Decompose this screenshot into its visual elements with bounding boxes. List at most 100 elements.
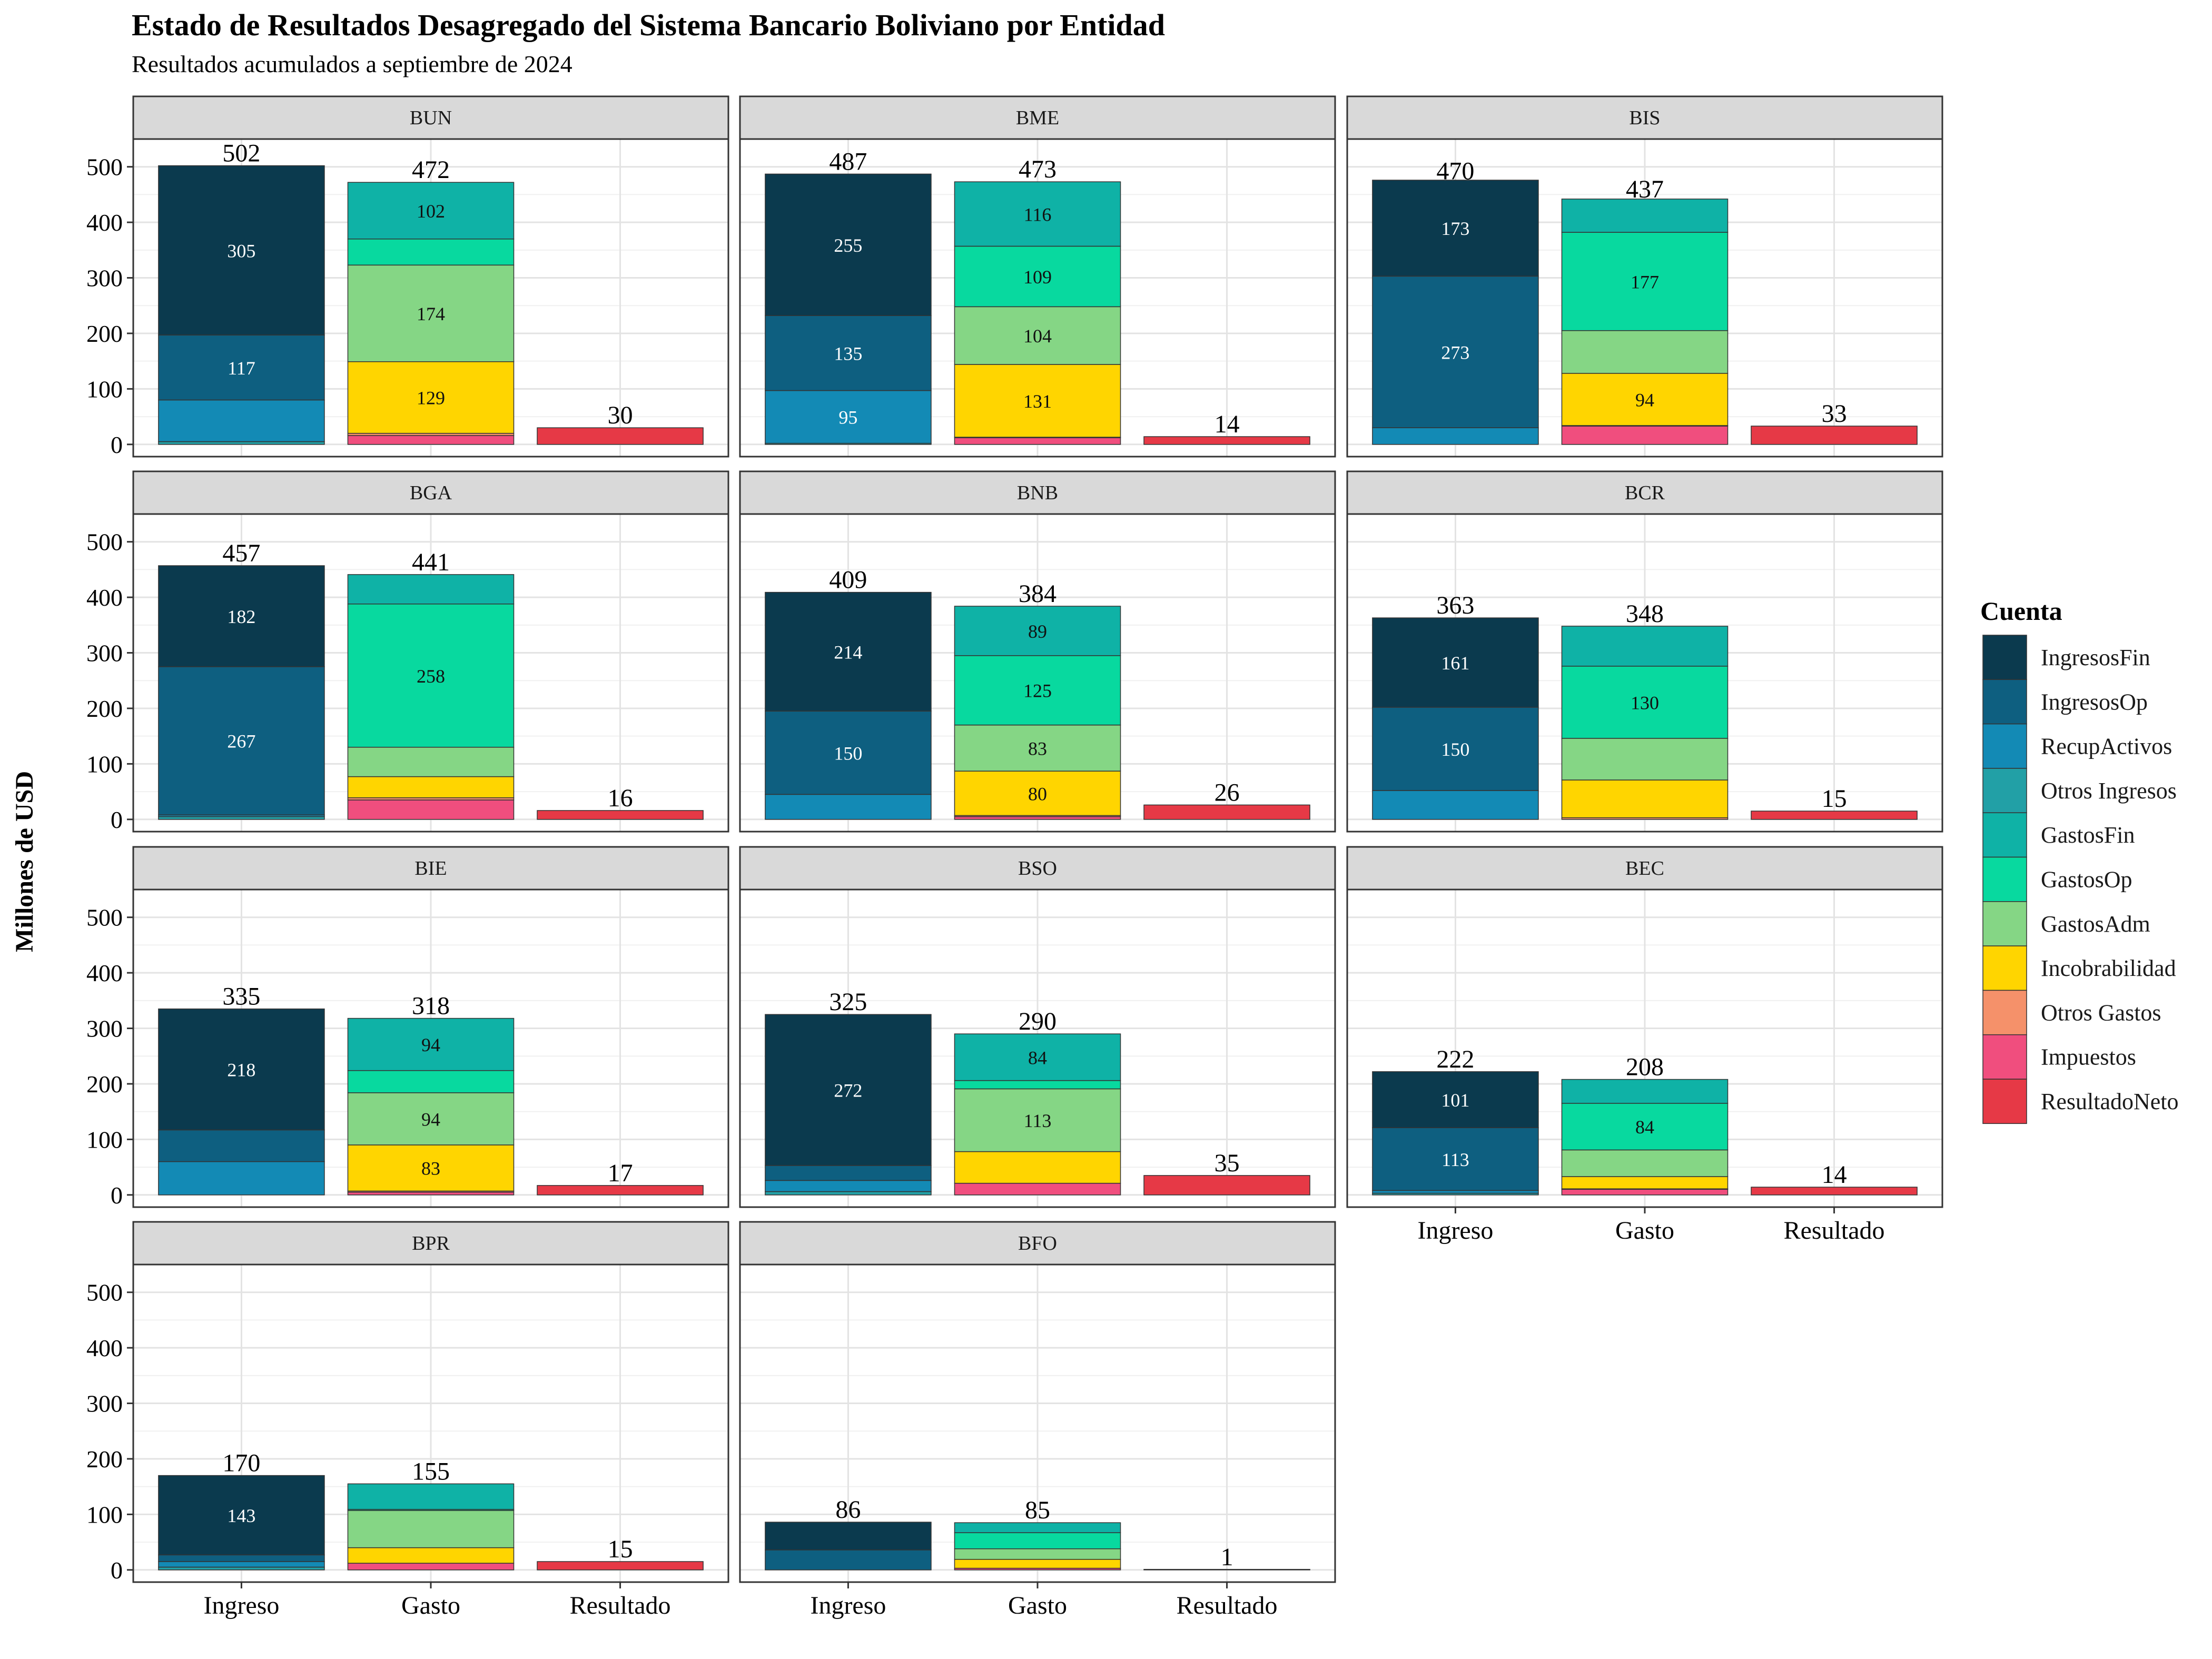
segment-value-label: 83: [1028, 738, 1047, 759]
gasto-bar-segment-gastosadm: [347, 1092, 515, 1146]
legend-key-gastosadm: [1982, 901, 2027, 946]
legend-label: RecupActivos: [2041, 734, 2172, 759]
ingreso-bar-segment-ingresosfin: [1372, 1071, 1539, 1129]
ingreso-bar-segment-recupactivos: [765, 1180, 932, 1192]
bar-total-label: 170: [222, 1449, 260, 1477]
segment-value-label: 267: [227, 731, 255, 752]
bar-total-label: 409: [829, 566, 867, 594]
y-tick-label: 200: [86, 1071, 123, 1098]
ingreso-bar-segment-recupactivos: [158, 399, 325, 442]
y-tick-label: 500: [86, 529, 123, 556]
y-tick-label: 500: [86, 1279, 123, 1306]
legend-label: GastosFin: [2041, 822, 2135, 848]
bar-total-label: 470: [1436, 157, 1474, 185]
resultado-bar: [1143, 1175, 1310, 1196]
ingreso-bar-segment-ingresosop: [158, 1554, 325, 1562]
ingreso-bar-segment-recupactivos: [1372, 790, 1539, 820]
bar-total-label: 1: [1221, 1543, 1233, 1571]
x-tick-label: Resultado: [1177, 1592, 1278, 1619]
segment-value-label: 125: [1023, 680, 1052, 702]
bar-total-label: 17: [608, 1159, 633, 1187]
legend: Cuenta IngresosFin IngresosOp RecupActivos O…: [1980, 596, 2179, 1124]
ingreso-bar-segment-ingresosop: [1372, 1127, 1539, 1191]
segment-value-label: 80: [1028, 783, 1047, 804]
facet-panel-bis: 273 173 94 177 470 437 33 BIS: [1346, 95, 1943, 458]
segment-value-label: 130: [1631, 692, 1659, 713]
gasto-bar-segment-gastosop: [954, 245, 1121, 308]
segment-value-label: 218: [227, 1060, 255, 1081]
ingreso-bar-segment-ingresosop: [158, 334, 325, 401]
resultado-bar: [1751, 426, 1918, 445]
legend-key-resultadoneto: [1982, 1079, 2027, 1124]
facet-panel-bme: 95 135 255 131 104 109 116 487 473 14 BME: [739, 95, 1336, 458]
facet-strip: [1346, 846, 1943, 891]
gasto-bar-segment-gastosop: [1561, 666, 1729, 739]
bar-total-label: 15: [608, 1535, 633, 1563]
facet-strip-label: BEC: [1625, 857, 1664, 880]
resultado-bar: [537, 427, 704, 445]
resultado-bar: [1143, 804, 1310, 820]
y-tick-label: 300: [86, 1015, 123, 1042]
ingreso-bar-segment-ingresosop: [765, 710, 932, 795]
bar-total-label: 208: [1626, 1053, 1664, 1081]
ingreso-bar-segment-ingresosop: [158, 1129, 325, 1162]
gasto-bar-segment-gastosadm: [1561, 1149, 1729, 1177]
y-tick-label: 100: [86, 376, 123, 402]
y-tick-label: 100: [86, 750, 123, 777]
segment-value-label: 84: [1635, 1117, 1654, 1138]
bar-total-label: 155: [412, 1457, 450, 1485]
ingreso-bar-segment-ingresosop: [158, 666, 325, 816]
segment-value-label: 95: [838, 407, 857, 428]
segment-value-label: 117: [228, 358, 255, 379]
facet-panel-bie: 218 83 94 94 335 318 17 BIE 0 100 200 300 400 500: [86, 846, 729, 1209]
bar-total-label: 457: [222, 539, 260, 567]
segment-value-label: 182: [227, 606, 255, 627]
segment-value-label: 94: [421, 1034, 440, 1055]
y-tick-label: 400: [86, 960, 123, 986]
gasto-bar-segment-incobrabilidad: [347, 776, 515, 798]
facet-strip-label: BIE: [414, 857, 447, 880]
bar-total-label: 473: [1019, 155, 1056, 183]
gasto-bar-segment-incobrabilidad: [1561, 779, 1729, 818]
bar-total-label: 441: [412, 548, 450, 576]
ingreso-bar-segment-recupactivos: [1372, 1190, 1539, 1194]
x-tick-label: Resultado: [570, 1592, 671, 1619]
y-tick-label: 400: [86, 1335, 123, 1361]
segment-value-label: 109: [1023, 266, 1052, 288]
y-tick-label: 0: [111, 1557, 123, 1584]
segment-value-label: 174: [417, 303, 445, 324]
bar-total-label: 33: [1822, 400, 1847, 428]
bar-total-label: 15: [1822, 785, 1847, 813]
gasto-bar-segment-gastosop: [1561, 232, 1729, 331]
gasto-bar-segment-incobrabilidad: [347, 1547, 515, 1564]
segment-value-label: 214: [834, 641, 862, 663]
ingreso-bar-segment-ingresosfin: [765, 173, 932, 316]
gasto-bar-segment-gastosop: [347, 239, 515, 266]
facet-panel-bcr: 150 161 130 363 348 15 BCR: [1346, 470, 1943, 833]
ingreso-bar-segment-ingresosfin: [1372, 617, 1539, 708]
facet-strip: [132, 95, 729, 140]
segment-value-label: 131: [1023, 391, 1052, 412]
facet-strip-label: BGA: [410, 482, 452, 504]
segment-value-label: 305: [227, 240, 255, 261]
facet-strip: [739, 95, 1336, 140]
facet-strip-label: BIS: [1629, 107, 1660, 129]
resultado-bar: [1751, 1187, 1918, 1196]
gasto-bar-segment-gastosadm: [954, 1088, 1121, 1152]
gasto-bar-segment-impuestos: [347, 1563, 515, 1571]
gasto-bar-segment-incobrabilidad: [954, 364, 1121, 438]
legend-key-recupactivos: [1982, 723, 2027, 769]
legend-key-impuestos: [1982, 1034, 2027, 1080]
resultado-bar: [537, 1185, 704, 1196]
bar-total-label: 290: [1019, 1008, 1056, 1035]
ingreso-bar-segment-ingresosop: [765, 1165, 932, 1181]
legend-title: Cuenta: [1980, 596, 2062, 626]
gasto-bar-segment-gastosfin: [347, 1018, 515, 1071]
gasto-bar-segment-gastosfin: [954, 181, 1121, 247]
bar-total-label: 348: [1626, 600, 1664, 628]
facet-panel-bun: 117 305 129 174 102 502 472 30 BUN 0 100 200 300 400 5…: [86, 95, 729, 458]
gasto-bar-segment-incobrabilidad: [1561, 373, 1729, 426]
y-tick-label: 300: [86, 265, 123, 292]
gasto-bar-segment-gastosfin: [954, 606, 1121, 656]
gasto-bar-segment-gastosop: [347, 1070, 515, 1093]
